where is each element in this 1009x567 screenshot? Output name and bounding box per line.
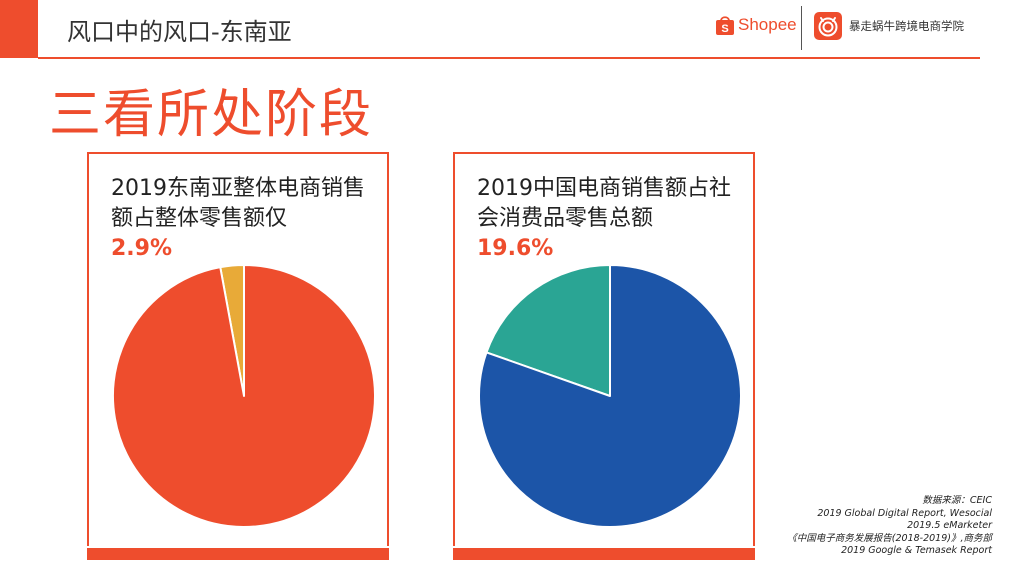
pie-chart-china	[478, 264, 742, 528]
academy-name: 暴走蜗牛跨境电商学院	[849, 18, 964, 34]
chart-title: 2019东南亚整体电商销售额占整体零售额仅	[111, 174, 381, 234]
card-footer-bar	[453, 548, 755, 560]
shopee-logo: S Shopee	[715, 14, 797, 36]
svg-text:S: S	[721, 23, 728, 35]
source-line: 数据来源：CEIC	[787, 495, 992, 508]
highlight-percentage: 19.6%	[477, 236, 553, 261]
source-line: 2019 Global Digital Report, Wesocial	[787, 508, 992, 521]
academy-logo: 暴走蜗牛跨境电商学院	[814, 12, 964, 40]
source-line: 2019.5 eMarketer	[787, 520, 992, 533]
source-line: 2019 Google & Temasek Report	[787, 545, 992, 558]
pie-chart-southeast-asia	[112, 264, 376, 528]
data-sources: 数据来源：CEIC 2019 Global Digital Report, We…	[787, 495, 992, 558]
header-divider	[38, 57, 980, 59]
shopee-bag-icon: S	[715, 14, 735, 36]
chart-title: 2019中国电商销售额占社会消费品零售总额	[477, 174, 747, 234]
card-footer-bar	[87, 548, 389, 560]
logo-divider	[801, 6, 802, 50]
shopee-logo-text: Shopee	[738, 15, 797, 35]
header-title: 风口中的风口-东南亚	[67, 12, 292, 47]
pie-slice-other-retail	[113, 265, 375, 527]
highlight-percentage: 2.9%	[111, 236, 172, 261]
page-title: 三看所处阶段	[49, 72, 373, 147]
source-line: 《中国电子商务发展报告(2018-2019)》,商务部	[787, 533, 992, 546]
header-accent-bar	[0, 0, 38, 58]
snail-icon	[814, 12, 842, 40]
